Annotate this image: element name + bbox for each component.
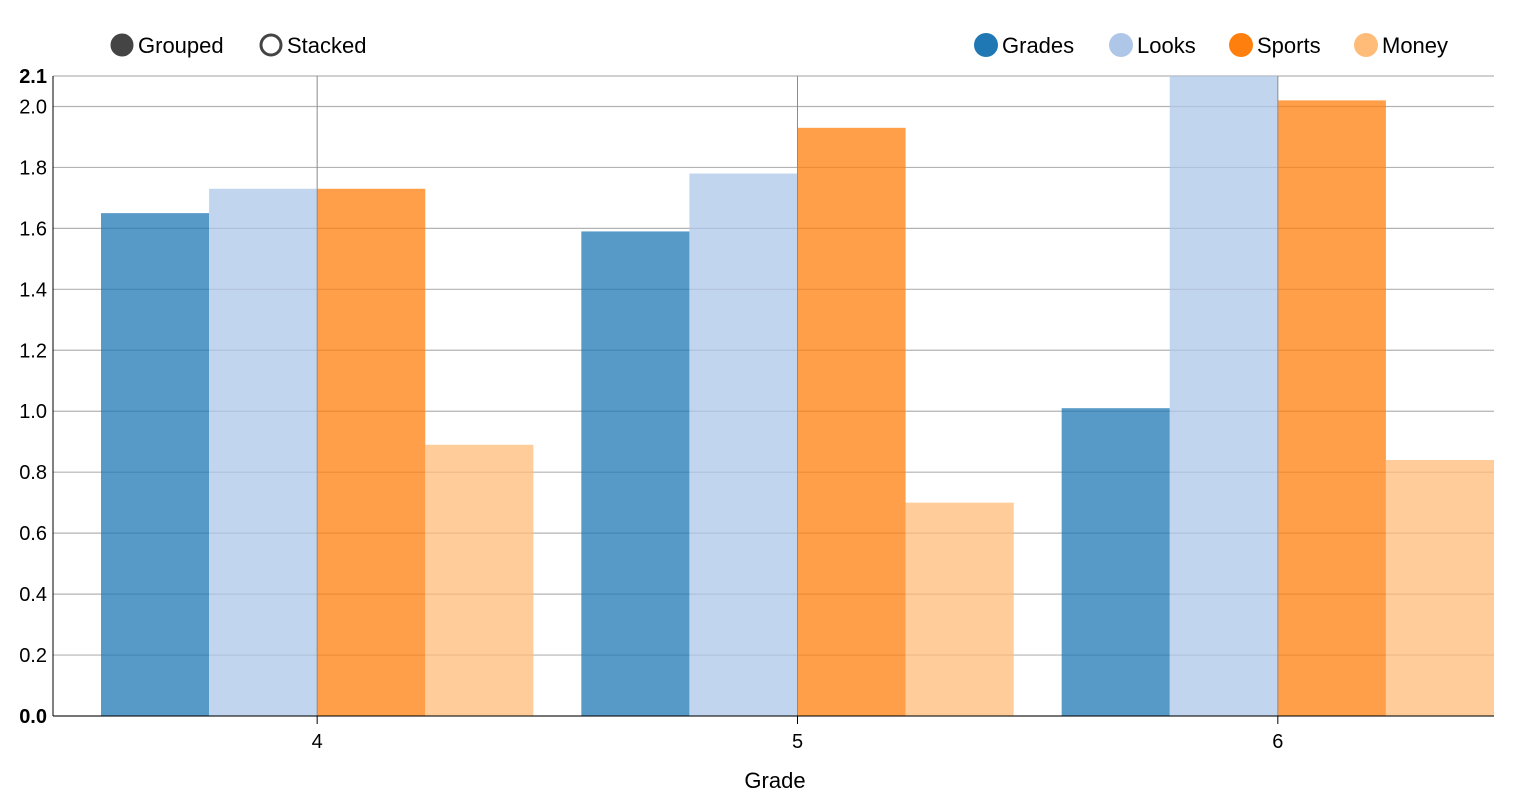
x-tick-label: 6: [1272, 731, 1283, 753]
x-axis-ticks: 4 5 6: [312, 716, 1283, 753]
x-axis-title: Grade: [744, 768, 805, 793]
legend-swatch-icon[interactable]: [1354, 33, 1378, 57]
y-tick-label: 2.1: [19, 66, 47, 88]
x-tick-label: 5: [792, 731, 803, 753]
y-tick-label: 0.2: [19, 645, 47, 667]
legend-label: Looks: [1137, 33, 1196, 58]
legend-label: Money: [1382, 33, 1448, 58]
x-tick-label: 4: [312, 731, 323, 753]
bar-grades-5[interactable]: [581, 231, 690, 716]
radio-circle-icon[interactable]: [110, 33, 134, 57]
y-tick-label: 1.2: [19, 340, 47, 362]
bar-looks-4[interactable]: [209, 188, 318, 716]
y-tick-label: 1.0: [19, 401, 47, 423]
bar-money-4[interactable]: [425, 444, 534, 716]
legend-swatch-icon[interactable]: [1229, 33, 1253, 57]
bar-grades-4[interactable]: [101, 213, 210, 716]
bar-sports-6[interactable]: [1277, 100, 1386, 716]
bar-money-5[interactable]: [905, 502, 1014, 716]
legend-item-sports[interactable]: Sports: [1229, 33, 1321, 58]
category-guides: [316, 76, 1279, 716]
y-tick-label: 0.6: [19, 523, 47, 545]
control-grouped[interactable]: Grouped: [110, 33, 224, 58]
y-tick-label: 1.4: [19, 279, 47, 301]
bar-grades-6[interactable]: [1061, 408, 1170, 716]
chart-legend: Grades Looks Sports Money: [974, 33, 1448, 58]
legend-swatch-icon[interactable]: [1109, 33, 1133, 57]
axes: [52, 76, 1494, 717]
legend-item-grades[interactable]: Grades: [974, 33, 1074, 58]
control-label: Stacked: [287, 33, 367, 58]
bar-sports-4[interactable]: [317, 188, 426, 716]
chart-mode-controls: Grouped Stacked: [110, 33, 367, 58]
legend-label: Sports: [1257, 33, 1321, 58]
bar-sports-5[interactable]: [797, 127, 906, 717]
y-tick-label: 1.6: [19, 218, 47, 240]
radio-circle-icon[interactable]: [259, 33, 283, 57]
legend-item-money[interactable]: Money: [1354, 33, 1448, 58]
y-tick-label: 0.4: [19, 584, 47, 606]
y-axis-ticks: 0.0 0.2 0.4 0.6 0.8 1.0 1.2 1.4 1.6 1.8 2.0 2.1: [19, 66, 47, 728]
y-tick-label: 1.8: [19, 157, 47, 179]
control-stacked[interactable]: Stacked: [259, 33, 367, 58]
control-label: Grouped: [138, 33, 224, 58]
y-tick-label: 0.8: [19, 462, 47, 484]
legend-swatch-icon[interactable]: [974, 33, 998, 57]
bar-looks-5[interactable]: [689, 173, 798, 716]
bar-looks-6[interactable]: [1169, 76, 1278, 716]
y-tick-label: 0.0: [19, 706, 47, 728]
y-tick-label: 2.0: [19, 96, 47, 118]
legend-item-looks[interactable]: Looks: [1109, 33, 1196, 58]
bar-series: [101, 76, 1494, 717]
legend-label: Grades: [1002, 33, 1074, 58]
bar-money-6[interactable]: [1385, 460, 1494, 716]
